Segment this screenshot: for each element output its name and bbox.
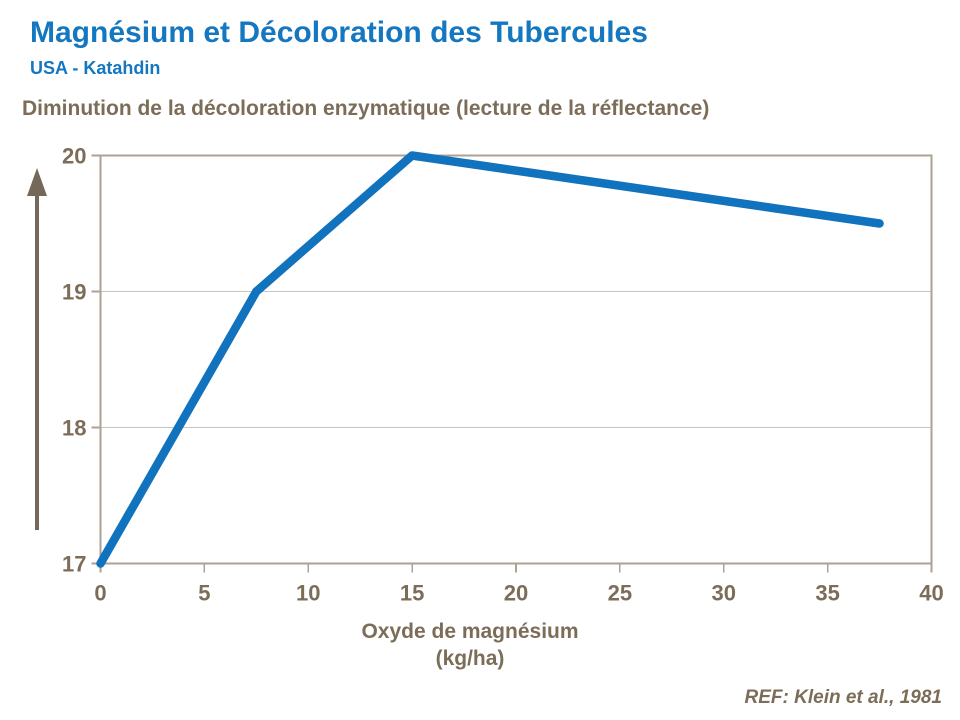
y-tick-label: 19 xyxy=(62,280,86,305)
up-arrow-icon xyxy=(27,168,47,196)
y-tick-label: 20 xyxy=(62,144,86,169)
chart-title: Diminution de la décoloration enzymatiqu… xyxy=(22,97,710,120)
x-tick-label: 35 xyxy=(815,581,839,606)
page-title: Magnésium et Décoloration des Tubercules xyxy=(30,16,648,49)
x-tick-label: 30 xyxy=(712,581,736,606)
x-tick-label: 0 xyxy=(94,581,106,606)
y-tick-label: 18 xyxy=(62,416,86,441)
x-axis-title: Oxyde de magnésium (kg/ha) xyxy=(330,618,610,672)
x-tick-label: 20 xyxy=(504,581,528,606)
x-axis-title-line1: Oxyde de magnésium xyxy=(361,620,579,643)
y-tick-label: 17 xyxy=(62,552,86,577)
x-tick-label: 25 xyxy=(608,581,632,606)
x-axis-title-line2: (kg/ha) xyxy=(435,647,505,670)
x-tick-label: 10 xyxy=(296,581,320,606)
reference-text: REF: Klein et al., 1981 xyxy=(744,687,942,708)
x-tick-label: 40 xyxy=(919,581,943,606)
page-subtitle: USA - Katahdin xyxy=(30,58,161,78)
x-tick-label: 5 xyxy=(198,581,210,606)
data-line xyxy=(96,151,884,568)
x-tick-label: 15 xyxy=(400,581,424,606)
